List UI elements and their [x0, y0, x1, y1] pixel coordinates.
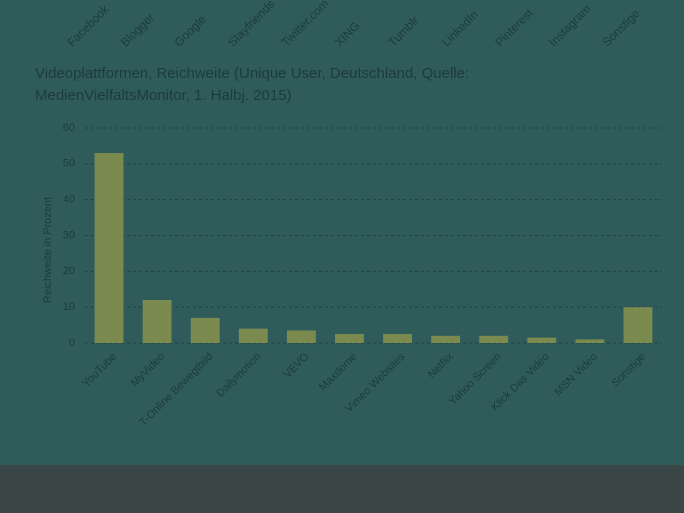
bar — [383, 334, 412, 343]
bar — [623, 307, 653, 343]
bar — [142, 300, 172, 343]
chart: Reichweite in Prozent Facebook Blogger Goo… — [42, 0, 662, 429]
top-label: Twitter.com — [278, 0, 331, 49]
top-label: Instagram — [546, 2, 594, 50]
y-tick-label: 40 — [63, 194, 75, 206]
top-label: Sonstige — [599, 6, 642, 49]
top-label: Blogger — [118, 10, 157, 49]
top-label: Stayfriends — [225, 0, 277, 49]
x-tick-label: VEVO — [281, 350, 311, 380]
top-label: Google — [171, 12, 208, 49]
bar — [527, 337, 557, 343]
top-label: LinkedIn — [439, 7, 481, 49]
x-tick-label: Maxdome — [317, 351, 360, 394]
x-tick-label: MyVideo — [129, 351, 168, 390]
x-tick-label: Sonstige — [609, 351, 648, 390]
bar — [238, 328, 268, 343]
y-tick-label: 60 — [63, 122, 75, 134]
y-tick-label: 30 — [63, 229, 75, 241]
bar — [286, 330, 316, 343]
chart-title: Videoplattformen, Reichweite (Unique Use… — [35, 65, 470, 104]
y-tick-label: 50 — [63, 158, 75, 170]
bar — [94, 153, 124, 343]
top-label: Facebook — [64, 1, 112, 49]
x-tick-label: Netflix — [426, 350, 456, 380]
top-label: Tumblr — [385, 13, 421, 49]
y-tick-label: 0 — [69, 337, 75, 349]
bar — [575, 339, 605, 343]
x-tick-label: Dailymotion — [214, 351, 263, 400]
x-tick-label: MSN Video — [552, 351, 600, 399]
top-label: XING — [332, 19, 363, 50]
y-axis-label: Reichweite in Prozent — [42, 197, 54, 303]
y-tick-label: 20 — [63, 265, 75, 277]
bar — [190, 317, 220, 343]
bar — [479, 335, 509, 343]
x-tick-label: YouTube — [80, 351, 119, 390]
bar — [335, 334, 364, 343]
y-tick-label: 10 — [63, 301, 75, 313]
bar — [431, 335, 461, 343]
top-label: Pinterest — [492, 6, 536, 50]
